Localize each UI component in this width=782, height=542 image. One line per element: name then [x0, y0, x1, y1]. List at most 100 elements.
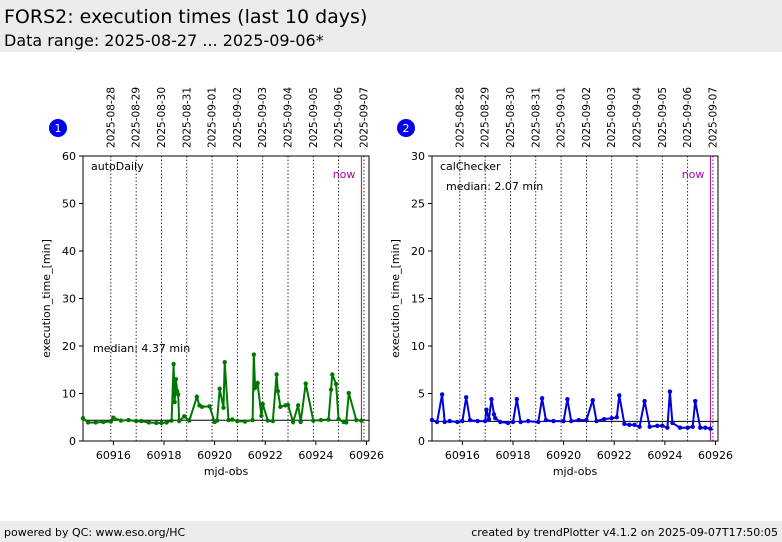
data-point [326, 417, 331, 422]
footer-credit: powered by QC: www.eso.org/HC [4, 526, 186, 539]
data-point [285, 402, 291, 408]
median-label: median: 2.07 min [446, 180, 543, 193]
data-point [594, 418, 599, 424]
data-point [447, 418, 452, 424]
data-point [171, 361, 176, 367]
data-point [260, 401, 265, 407]
data-point [660, 423, 665, 428]
data-point [667, 389, 673, 394]
data-point [590, 397, 595, 403]
data-point [429, 417, 435, 423]
data-point [259, 413, 264, 419]
data-point [354, 417, 359, 423]
x-tick-label: 60920 [546, 449, 581, 462]
data-point [199, 404, 205, 409]
y-tick-label: 0 [69, 435, 76, 448]
data-point [346, 390, 351, 396]
x-tick-label: 60922 [597, 449, 632, 462]
plot-label: autoDaily [91, 160, 144, 173]
data-point [175, 392, 181, 397]
data-point [622, 421, 627, 427]
x-tick-label: 60918 [146, 449, 181, 462]
data-point [601, 416, 607, 422]
data-point [139, 418, 144, 424]
data-point [609, 416, 614, 421]
x-tick-label: 60924 [647, 449, 682, 462]
data-point [169, 418, 174, 423]
data-point [176, 418, 182, 424]
data-point [359, 418, 364, 423]
y-axis-label: execution_time_[min] [40, 239, 53, 358]
data-point [330, 372, 335, 377]
y-tick-label: 10 [62, 388, 76, 401]
chart-panel-2: 2025-08-28 2025-08-29 2025-08-30 2025-08-31… [389, 87, 733, 478]
data-point [642, 398, 647, 404]
data-point [627, 422, 632, 428]
data-point [584, 417, 589, 423]
now-label: now [333, 168, 356, 181]
now-label: now [682, 168, 705, 181]
data-point [460, 418, 465, 424]
data-point [194, 394, 200, 400]
y-tick-label: 20 [411, 245, 425, 258]
date-tick-label: 2025-09-05 [657, 87, 669, 148]
data-point [344, 420, 349, 425]
date-tick-label: 2025-09-01 [556, 87, 568, 148]
data-point [498, 419, 503, 425]
data-point [455, 419, 460, 425]
data-point [685, 425, 690, 430]
data-point [328, 387, 334, 392]
data-point [164, 420, 169, 425]
x-tick-label: 60926 [349, 449, 384, 462]
data-point [222, 359, 227, 365]
panel-badge [397, 119, 415, 137]
page-subtitle: Data range: 2025-08-27 ... 2025-09-06* [4, 31, 324, 50]
date-tick-label: 2025-09-03 [606, 87, 618, 148]
footer-bar: powered by QC: www.eso.org/HC created by… [0, 521, 782, 542]
data-point [690, 424, 695, 429]
data-point [221, 405, 226, 410]
x-tick-label: 60920 [197, 449, 232, 462]
data-point [251, 352, 257, 357]
date-tick-label: 2025-09-07 [358, 87, 370, 148]
date-tick-label: 2025-08-28 [454, 87, 466, 148]
date-tick-label: 2025-08-31 [530, 87, 542, 148]
data-point [708, 426, 713, 431]
data-point [187, 418, 192, 423]
data-point [463, 395, 469, 400]
data-point [265, 418, 270, 423]
data-point [252, 385, 258, 390]
date-tick-label: 2025-09-04 [283, 87, 295, 148]
data-point [226, 417, 231, 423]
data-point [214, 418, 220, 423]
date-tick-label: 2025-08-29 [131, 87, 143, 148]
data-point [290, 419, 296, 425]
data-point [230, 417, 235, 422]
data-point [693, 398, 698, 404]
data-point [93, 420, 98, 425]
chart-panel-1: 2025-08-28 2025-08-29 2025-08-30 2025-08-31… [40, 87, 384, 478]
date-tick-label: 2025-08-31 [181, 87, 193, 148]
date-tick-label: 2025-09-05 [308, 87, 320, 148]
data-point [439, 392, 445, 397]
data-point [543, 417, 549, 423]
data-point [270, 418, 276, 424]
data-point [576, 417, 581, 423]
data-point [539, 396, 545, 401]
data-point [514, 397, 519, 402]
data-point [174, 388, 180, 394]
data-point [703, 425, 708, 430]
data-point [255, 380, 260, 386]
y-tick-label: 60 [62, 150, 76, 163]
data-point [173, 377, 179, 382]
plot-label: calChecker [440, 160, 501, 173]
data-point [698, 425, 703, 430]
date-tick-label: 2025-08-30 [505, 87, 517, 148]
y-tick-label: 40 [62, 245, 76, 258]
data-point [207, 404, 212, 409]
x-tick-label: 60916 [445, 449, 480, 462]
y-tick-label: 15 [411, 293, 425, 306]
data-point [274, 372, 279, 377]
footer-created: created by trendPlotter v4.1.2 on 2025-0… [471, 526, 778, 539]
data-point [637, 424, 642, 429]
